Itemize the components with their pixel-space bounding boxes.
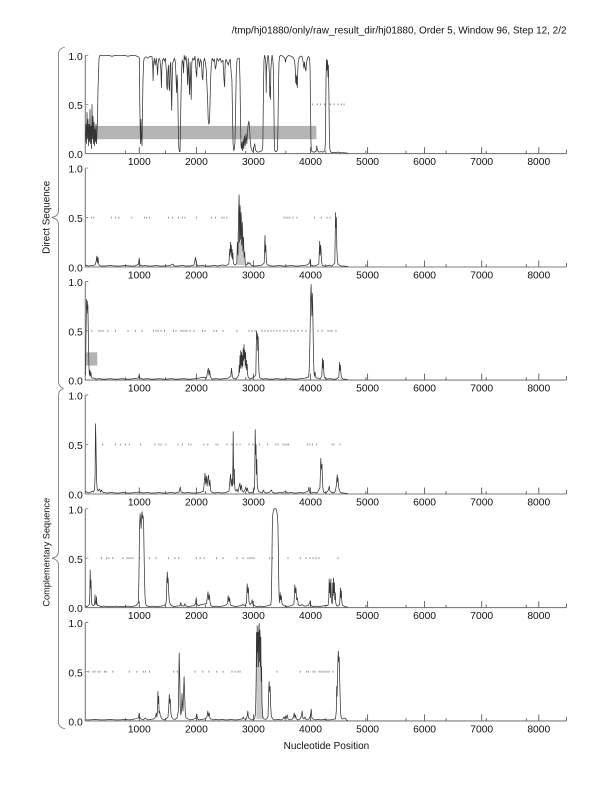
svg-text:8000: 8000	[527, 271, 550, 282]
svg-text:0.5: 0.5	[68, 327, 83, 338]
svg-text:6000: 6000	[413, 384, 436, 395]
svg-text:4000: 4000	[299, 498, 322, 509]
svg-text:5000: 5000	[356, 157, 379, 168]
svg-text:3000: 3000	[242, 725, 265, 736]
svg-text:2000: 2000	[185, 611, 208, 622]
svg-text:4000: 4000	[299, 157, 322, 168]
svg-text:0.0: 0.0	[68, 377, 83, 388]
svg-text:Complementary Sequence: Complementary Sequence	[41, 498, 51, 607]
svg-text:8000: 8000	[527, 157, 550, 168]
svg-text:8000: 8000	[527, 611, 550, 622]
svg-text:2000: 2000	[185, 384, 208, 395]
svg-text:6000: 6000	[413, 498, 436, 509]
svg-text:3000: 3000	[242, 498, 265, 509]
svg-text:5000: 5000	[356, 498, 379, 509]
svg-text:1.0: 1.0	[68, 392, 83, 403]
svg-text:8000: 8000	[527, 384, 550, 395]
svg-text:3000: 3000	[242, 611, 265, 622]
svg-text:0.0: 0.0	[68, 604, 83, 615]
svg-text:Nucleotide Position: Nucleotide Position	[284, 741, 370, 752]
svg-text:0.0: 0.0	[68, 491, 83, 502]
svg-text:0.0: 0.0	[68, 150, 83, 161]
svg-text:4000: 4000	[299, 271, 322, 282]
svg-text:1000: 1000	[128, 498, 151, 509]
svg-text:5000: 5000	[356, 271, 379, 282]
svg-text:0.5: 0.5	[68, 101, 83, 112]
svg-text:1000: 1000	[128, 157, 151, 168]
svg-text:6000: 6000	[413, 157, 436, 168]
svg-text:2000: 2000	[185, 725, 208, 736]
svg-text:8000: 8000	[527, 725, 550, 736]
svg-text:7000: 7000	[470, 271, 493, 282]
svg-text:0.5: 0.5	[68, 214, 83, 225]
svg-text:1.0: 1.0	[68, 165, 83, 176]
svg-text:7000: 7000	[470, 611, 493, 622]
svg-text:7000: 7000	[470, 725, 493, 736]
svg-text:1.0: 1.0	[68, 619, 83, 630]
svg-text:/tmp/hj01880/only/raw_result_d: /tmp/hj01880/only/raw_result_dir/hj01880…	[232, 25, 567, 36]
svg-text:0.0: 0.0	[68, 264, 83, 275]
svg-text:3000: 3000	[242, 271, 265, 282]
svg-text:Direct Sequence: Direct Sequence	[41, 180, 52, 254]
svg-text:5000: 5000	[356, 384, 379, 395]
svg-text:7000: 7000	[470, 384, 493, 395]
svg-text:0.0: 0.0	[68, 718, 83, 729]
svg-text:1000: 1000	[128, 384, 151, 395]
svg-text:4000: 4000	[299, 611, 322, 622]
svg-text:7000: 7000	[470, 498, 493, 509]
svg-text:0.5: 0.5	[68, 441, 83, 452]
svg-text:1000: 1000	[128, 725, 151, 736]
svg-text:3000: 3000	[242, 157, 265, 168]
svg-text:2000: 2000	[185, 271, 208, 282]
svg-text:0.5: 0.5	[68, 668, 83, 679]
svg-text:1000: 1000	[128, 611, 151, 622]
svg-text:5000: 5000	[356, 611, 379, 622]
svg-text:6000: 6000	[413, 611, 436, 622]
svg-text:6000: 6000	[413, 725, 436, 736]
svg-text:1.0: 1.0	[68, 278, 83, 289]
svg-text:1.0: 1.0	[68, 505, 83, 516]
svg-text:6000: 6000	[413, 271, 436, 282]
svg-text:1000: 1000	[128, 271, 151, 282]
svg-text:4000: 4000	[299, 384, 322, 395]
svg-text:2000: 2000	[185, 157, 208, 168]
svg-text:5000: 5000	[356, 725, 379, 736]
svg-text:0.5: 0.5	[68, 555, 83, 566]
svg-text:1.0: 1.0	[68, 52, 83, 63]
svg-text:8000: 8000	[527, 498, 550, 509]
svg-text:3000: 3000	[242, 384, 265, 395]
svg-text:7000: 7000	[470, 157, 493, 168]
svg-text:2000: 2000	[185, 498, 208, 509]
svg-text:4000: 4000	[299, 725, 322, 736]
